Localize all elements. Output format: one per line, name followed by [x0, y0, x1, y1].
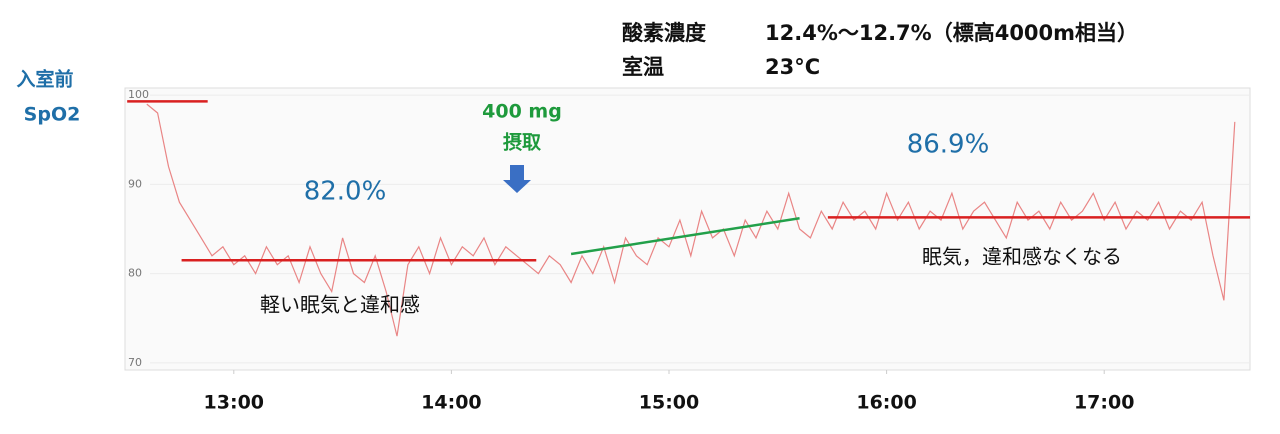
- y-tick-label: 100: [128, 88, 149, 101]
- annotation: 86.9%: [907, 130, 990, 160]
- x-tick-label: 17:00: [1074, 392, 1134, 414]
- x-tick-label: 15:00: [639, 392, 699, 414]
- header-label: 室温: [622, 55, 664, 79]
- y-label: 入室前: [16, 68, 73, 91]
- plot-area: [124, 87, 1251, 371]
- header-value: 23°C: [765, 55, 820, 79]
- annotation: 摂取: [503, 131, 541, 154]
- arrow: [503, 165, 531, 193]
- annotation: 軽い眠気と違和感: [260, 293, 420, 317]
- annotation: 眠気，違和感なくなる: [922, 245, 1122, 269]
- y-tick-label: 90: [128, 177, 142, 190]
- x-tick-label: 13:00: [204, 392, 264, 414]
- x-tick-label: 16:00: [856, 392, 916, 414]
- y-label: SpO2: [24, 104, 81, 126]
- header-value: 12.4%～12.7%（標高4000m相当）: [765, 21, 1138, 45]
- y-tick-label: 80: [128, 267, 142, 280]
- x-tick-label: 14:00: [421, 392, 481, 414]
- annotation: 82.0%: [304, 177, 387, 207]
- y-tick-label: 70: [128, 356, 142, 369]
- plot: 70 80 90 100 13:00 14:00 15:00 16:00 17:00: [128, 88, 1250, 414]
- data-line: [146, 103, 1236, 337]
- header-label: 酸素濃度: [622, 21, 706, 45]
- annotation: 400 mg: [482, 101, 562, 123]
- reference-line: [570, 217, 800, 256]
